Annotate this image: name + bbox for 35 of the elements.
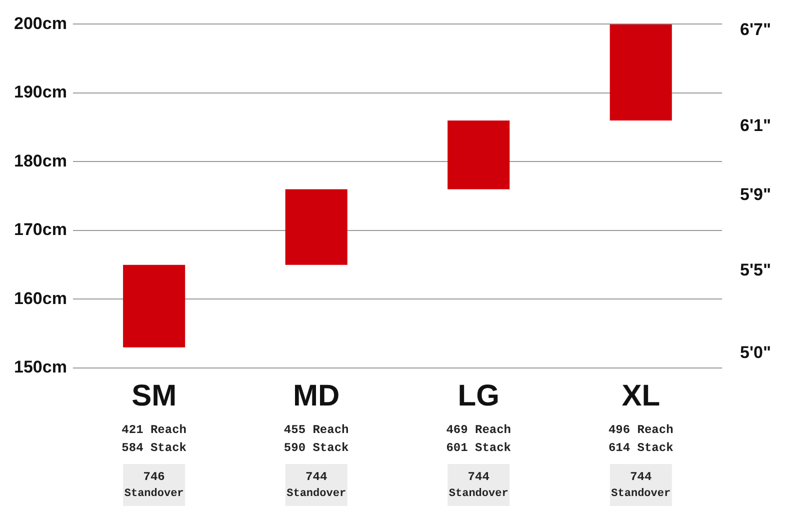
text: 455 Reach xyxy=(284,423,349,438)
x-tick-label: XL xyxy=(622,379,660,412)
text: 744 xyxy=(306,470,328,484)
text: 590 Stack xyxy=(284,441,349,456)
text: 614 Stack xyxy=(608,441,674,456)
text: 744 xyxy=(630,470,652,484)
text: Standover xyxy=(124,488,184,500)
text: 5'9" xyxy=(740,184,772,204)
text: 421 Reach xyxy=(122,423,186,438)
y-tick-label: 160cm xyxy=(14,288,67,308)
text: Standover xyxy=(286,488,346,500)
text: 601 Stack xyxy=(446,441,512,456)
bar xyxy=(448,120,510,190)
x-tick-label: SM xyxy=(132,379,177,412)
x-tick-label: LG xyxy=(458,379,500,412)
bar xyxy=(285,189,348,265)
text: 5'0" xyxy=(740,343,772,362)
y-tick-label: 190cm xyxy=(14,82,67,102)
text: 6'1" xyxy=(740,116,772,136)
y-tick-label: 150cm xyxy=(14,358,67,377)
text: 744 xyxy=(468,470,490,484)
text: 6'7" xyxy=(740,20,772,39)
text: 584 Stack xyxy=(122,441,186,456)
y-tick-label: 200cm xyxy=(14,14,67,33)
text: Standover xyxy=(448,488,508,500)
bar xyxy=(123,264,186,348)
y-tick-label: 180cm xyxy=(14,151,67,170)
text: 746 xyxy=(143,470,165,484)
bar xyxy=(610,24,672,120)
text: Standover xyxy=(611,488,671,500)
x-tick-label: MD xyxy=(293,379,340,412)
text: 469 Reach xyxy=(446,423,512,438)
text: 496 Reach xyxy=(608,423,674,438)
y-tick-label: 170cm xyxy=(14,220,67,240)
text: 5'5" xyxy=(740,260,772,280)
